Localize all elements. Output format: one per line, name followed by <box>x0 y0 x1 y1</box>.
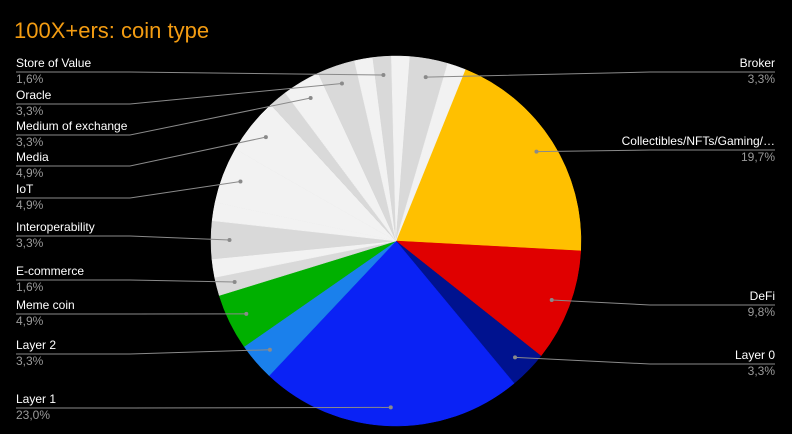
slice-label: Interoperability <box>16 220 95 234</box>
slice-value-label: 3,3% <box>16 104 44 118</box>
slice-value-label: 3,3% <box>748 364 776 378</box>
slice-value-label: 4,9% <box>16 198 44 212</box>
leader-line <box>16 71 384 76</box>
leader-line <box>16 235 230 241</box>
leader-line <box>16 406 391 409</box>
leader-line <box>16 181 241 199</box>
leader-line <box>16 83 343 105</box>
slice-label: Medium of exchange <box>16 119 128 133</box>
leader-dot <box>381 72 386 77</box>
pie-slice <box>268 240 515 427</box>
slice-label: Layer 2 <box>16 338 56 352</box>
leader-dot <box>238 179 243 184</box>
slice-label: DeFi <box>750 289 775 303</box>
slice-value-label: 3,3% <box>16 236 44 250</box>
slice-label: Collectibles/NFTs/Gaming/… <box>622 134 775 148</box>
slice-value-label: 3,3% <box>16 135 44 149</box>
slice-label: IoT <box>16 182 34 196</box>
slice-label: Layer 0 <box>735 348 775 362</box>
leader-line <box>536 149 775 153</box>
leader-dot <box>513 355 518 360</box>
leader-line <box>515 356 775 365</box>
leader-dot <box>267 347 272 352</box>
slice-value-label: 1,6% <box>16 72 44 86</box>
slice-value-label: 9,8% <box>748 305 776 319</box>
slice-value-label: 1,6% <box>16 280 44 294</box>
leader-dot <box>227 237 232 242</box>
slice-label: Broker <box>740 56 775 70</box>
leader-line <box>16 97 311 136</box>
slice-label: E-commerce <box>16 264 84 278</box>
slice-label: Oracle <box>16 88 52 102</box>
slice-label: Media <box>16 150 49 164</box>
pie-slice <box>395 69 582 252</box>
slice-value-label: 3,3% <box>748 72 776 86</box>
leader-line <box>16 349 270 355</box>
slice-label: Store of Value <box>16 56 91 70</box>
slice-value-label: 23,0% <box>16 408 50 422</box>
pie-slice <box>395 63 466 242</box>
chart-title: 100X+ers: coin type <box>14 18 209 43</box>
leader-dot <box>423 75 428 80</box>
slice-label: Layer 1 <box>16 392 56 406</box>
slice-value-label: 19,7% <box>741 150 775 164</box>
leader-dot <box>534 149 539 154</box>
leader-dot <box>339 81 344 86</box>
leader-dot <box>308 96 313 101</box>
leader-line <box>16 279 235 283</box>
pie-slice <box>395 240 581 357</box>
leader-line <box>16 136 266 167</box>
leader-dot <box>388 405 393 410</box>
leader-dot <box>232 279 237 284</box>
leader-line <box>551 299 775 306</box>
leader-dot <box>549 297 554 302</box>
slice-value-label: 4,9% <box>16 314 44 328</box>
slice-value-label: 3,3% <box>16 354 44 368</box>
leader-dot <box>244 311 249 316</box>
slice-value-label: 4,9% <box>16 166 44 180</box>
leader-line <box>425 71 775 78</box>
slice-label: Meme coin <box>16 298 75 312</box>
leader-dot <box>263 135 268 140</box>
